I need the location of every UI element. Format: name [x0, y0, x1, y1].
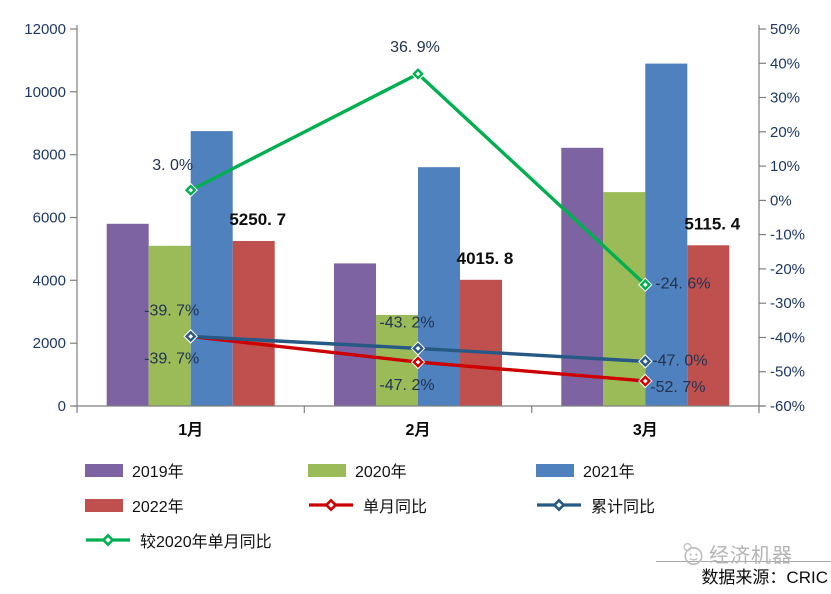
- combo-chart: 0 2000 4000 6000 8000 10000 12000 -60% -50% -40% -…: [24, 21, 805, 439]
- bar-2019年-3月: [561, 147, 604, 407]
- right-axis-tick-label: 30%: [770, 90, 800, 107]
- legend-line-marker-cumulative-yoy: [536, 497, 582, 513]
- legend: 2019年 2020年 2021年 2022年 单月同比 累计同比 较2020年…: [85, 458, 806, 552]
- line-value-label: -52. 7%: [650, 379, 705, 396]
- legend-item-2021: 2021年: [536, 458, 806, 482]
- legend-item-2022: 2022年: [85, 493, 308, 517]
- legend-label-2019: 2019年: [132, 464, 184, 481]
- line-value-label: 3. 0%: [152, 157, 193, 174]
- right-axis-tick-label: 0%: [770, 192, 792, 209]
- robot-face-icon: [683, 542, 703, 565]
- line-value-label: -43. 2%: [379, 314, 434, 331]
- x-axis-label: 3月: [633, 421, 658, 439]
- legend-label-cumulative-yoy: 累计同比: [591, 499, 656, 516]
- legend-label-vs2020: 较2020年单月同比: [140, 534, 272, 551]
- legend-label-2021: 2021年: [583, 464, 635, 481]
- legend-swatch-2022: [85, 498, 123, 512]
- right-axis-tick-label: -10%: [770, 227, 805, 244]
- legend-swatch-2021: [536, 463, 574, 477]
- legend-line-marker-vs2020: [85, 532, 131, 548]
- right-axis-tick-label: -60%: [770, 398, 805, 415]
- left-axis-tick-label: 6000: [33, 210, 66, 227]
- left-axis-tick-label: 2000: [33, 335, 66, 352]
- legend-item-2020: 2020年: [308, 458, 536, 482]
- watermark: 经济机器: [680, 539, 793, 568]
- bar-2019年-1月: [106, 223, 149, 406]
- bar-2021年-1月: [190, 131, 233, 406]
- legend-item-vs2020-monthly-yoy: 较2020年单月同比: [85, 528, 806, 552]
- bar-2022年-2月: [460, 279, 502, 406]
- legend-item-cumulative-yoy: 累计同比: [536, 493, 806, 517]
- legend-line-marker-monthly-yoy: [308, 497, 354, 513]
- legend-item-2019: 2019年: [85, 458, 308, 482]
- left-axis-tick-label: 12000: [24, 21, 66, 38]
- right-axis-tick-label: -20%: [770, 261, 805, 278]
- bar-2019年-2月: [334, 263, 376, 406]
- legend-label-2020: 2020年: [355, 464, 407, 481]
- bar-2022年-1月: [232, 241, 275, 406]
- watermark-text: 经济机器: [709, 545, 793, 567]
- right-axis-tick-label: 10%: [770, 158, 800, 175]
- bar-2020年-3月: [603, 192, 646, 406]
- line-value-label: -39. 7%: [144, 350, 199, 367]
- chart-canvas: 0 2000 4000 6000 8000 10000 12000 -60% -50% -40% -…: [24, 21, 805, 439]
- bar-value-label: 5250. 7: [229, 210, 286, 229]
- right-axis-tick-label: 50%: [770, 21, 800, 38]
- left-axis-tick-label: 10000: [24, 84, 66, 101]
- bar-value-label: 4015. 8: [457, 249, 514, 268]
- legend-label-monthly-yoy: 单月同比: [363, 499, 428, 516]
- bar-2021年-3月: [645, 63, 688, 406]
- right-axis-tick-label: 40%: [770, 55, 800, 72]
- x-axis-label: 1月: [178, 421, 203, 439]
- left-axis-tick-label: 8000: [33, 147, 66, 164]
- right-axis-tick-label: -40%: [770, 330, 805, 347]
- line-value-label: 36. 9%: [390, 39, 440, 56]
- legend-label-2022: 2022年: [132, 499, 184, 516]
- right-axis-tick-label: -50%: [770, 364, 805, 381]
- legend-item-monthly-yoy: 单月同比: [308, 493, 536, 517]
- x-axis-label: 2月: [406, 421, 431, 439]
- data-source-text: 数据来源：CRIC: [701, 568, 828, 587]
- watermark-underline: [656, 561, 831, 562]
- legend-swatch-2020: [308, 463, 346, 477]
- line-value-label: -47. 0%: [652, 352, 707, 369]
- line-value-label: -47. 2%: [379, 377, 434, 394]
- bar-value-label: 5115. 4: [684, 214, 740, 233]
- left-axis-tick-label: 0: [58, 398, 66, 415]
- right-axis-tick-label: -30%: [770, 295, 805, 312]
- left-axis-tick-label: 4000: [33, 272, 66, 289]
- bar-2020年-1月: [148, 245, 191, 406]
- right-axis-tick-label: 20%: [770, 124, 800, 141]
- line-value-label: -39. 7%: [144, 302, 199, 319]
- bar-2022年-3月: [687, 245, 730, 406]
- bar-2021年-2月: [418, 167, 460, 406]
- line-value-label: -24. 6%: [655, 276, 710, 293]
- legend-swatch-2019: [85, 463, 123, 477]
